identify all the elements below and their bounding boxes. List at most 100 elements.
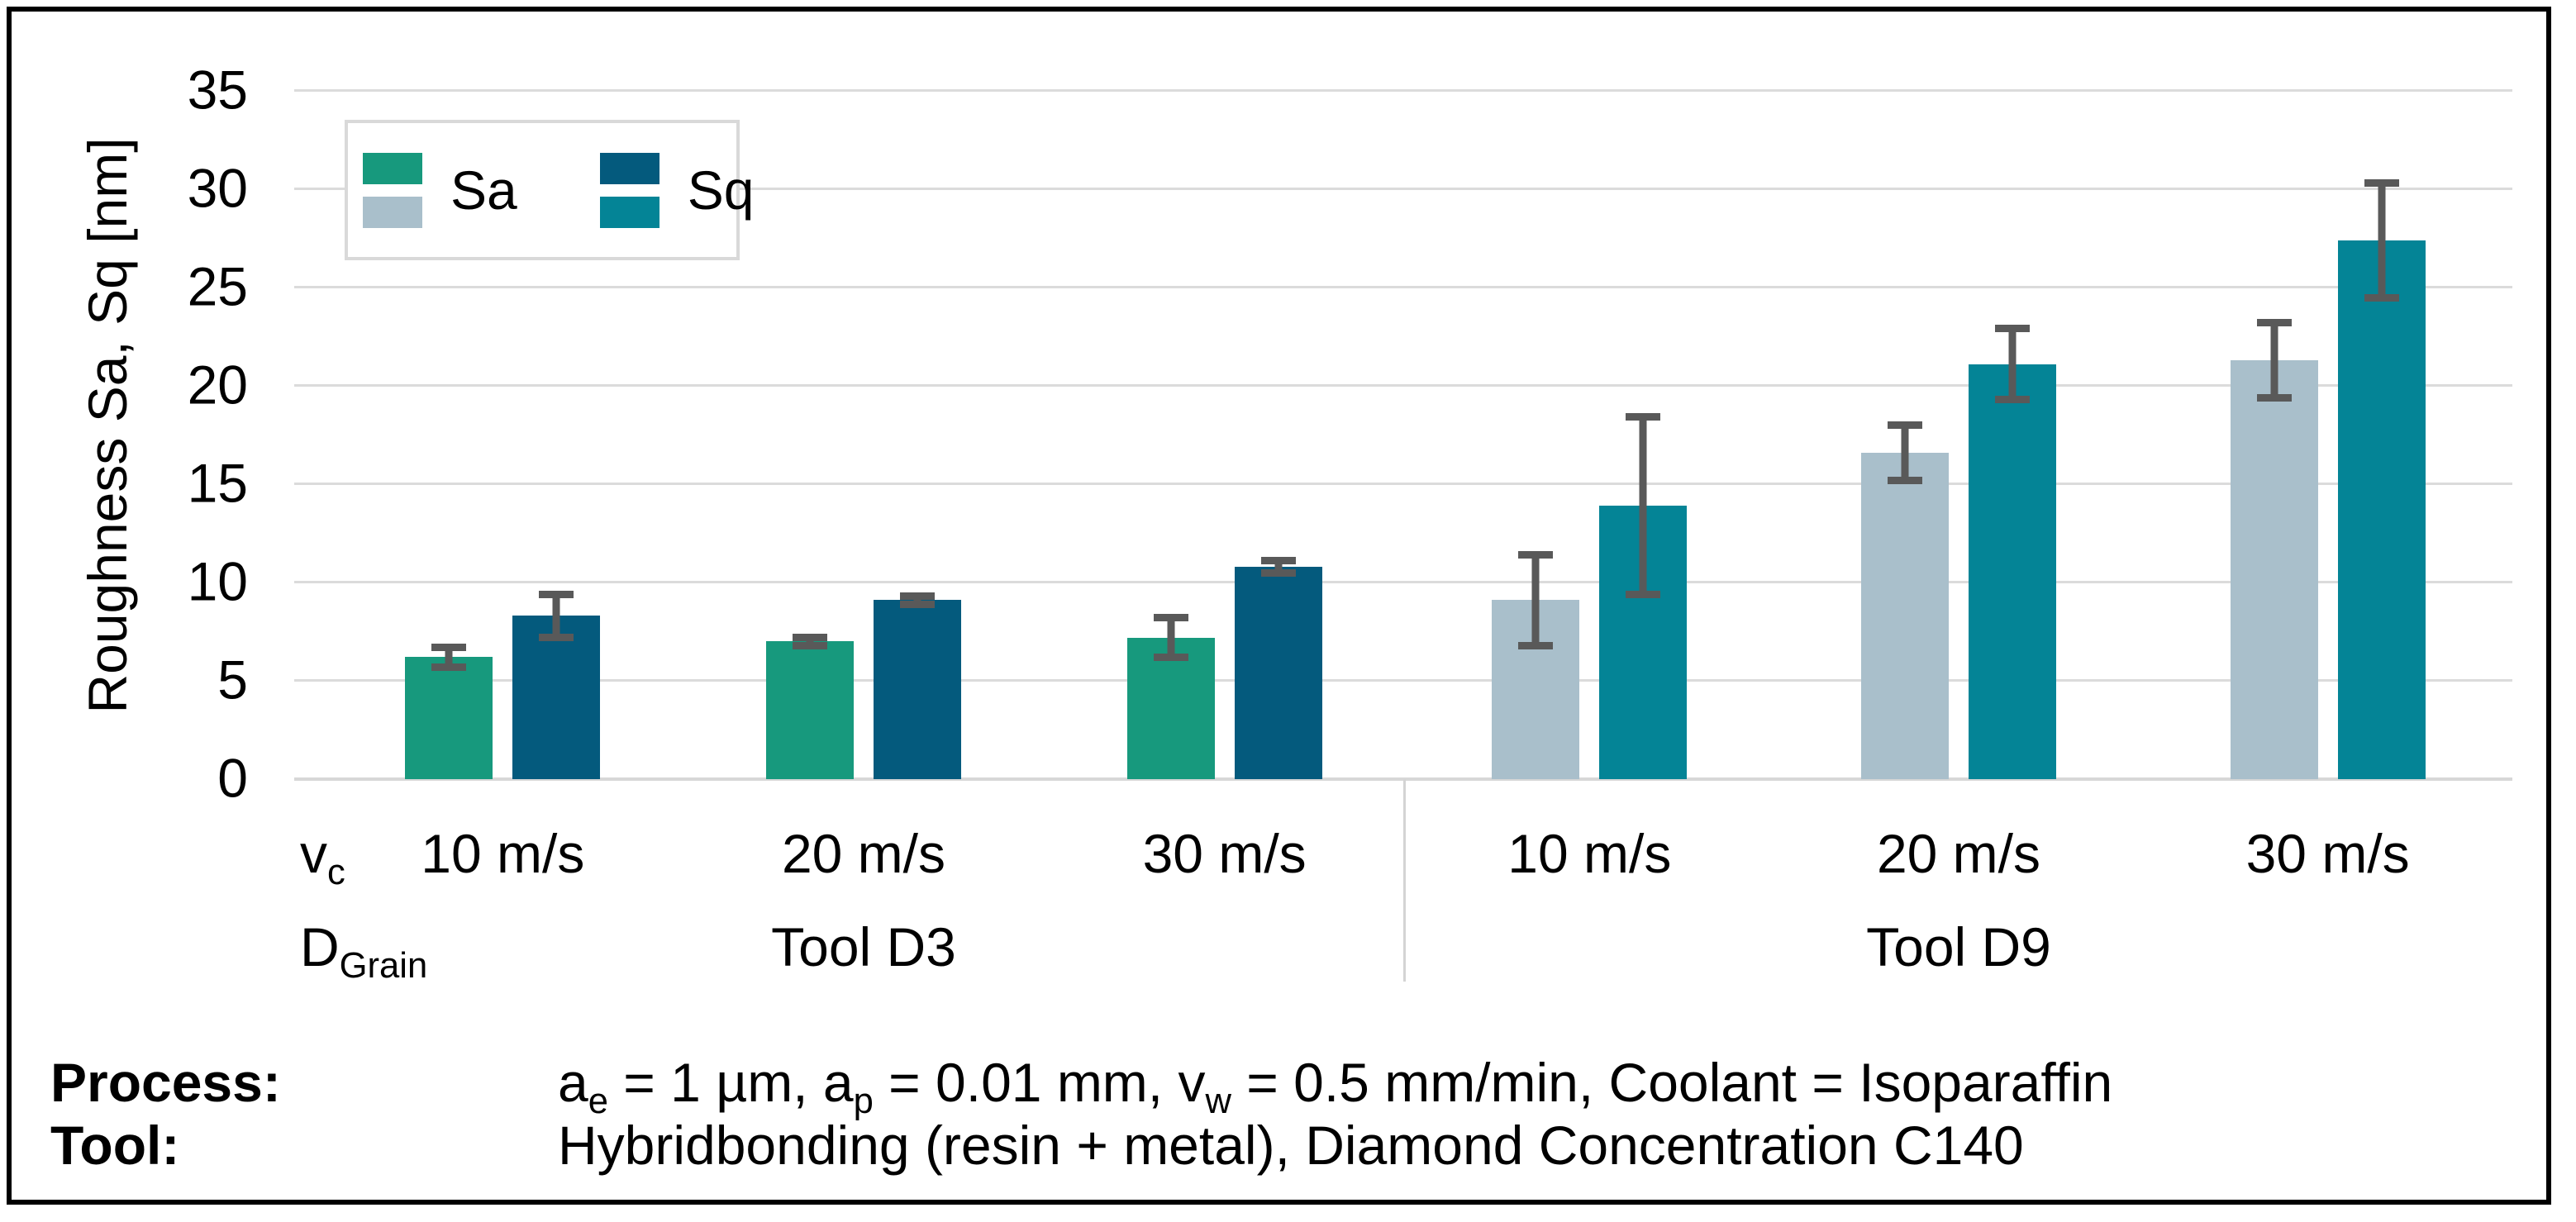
error-cap	[1518, 641, 1554, 649]
error-cap	[1260, 557, 1296, 565]
legend-swatch-sq-0	[599, 152, 659, 184]
gridline-35	[294, 89, 2512, 92]
y-tick-label-20: 20	[187, 354, 248, 416]
x-axis-variable-label: vc	[300, 822, 345, 891]
error-cap	[1994, 396, 2030, 404]
error-cap	[1887, 421, 1922, 429]
error-cap	[1887, 477, 1922, 484]
error-bar-tool-d9-10-m-s-sa	[1518, 550, 1554, 649]
error-bar-tool-d3-10-m-s-sa	[431, 643, 467, 672]
bar-group-tool-d9-10-m-s	[1492, 413, 1688, 779]
error-whisker	[1167, 614, 1175, 662]
error-whisker	[445, 643, 453, 672]
error-bar-tool-d9-30-m-s-sa	[2256, 319, 2292, 402]
gridline-15	[294, 483, 2512, 485]
error-cap	[2364, 179, 2399, 188]
annotation-text-process: ae = 1 µm, ap = 0.01 mm, vw = 0.5 mm/min…	[558, 1052, 2113, 1122]
bar-group-tool-d9-20-m-s	[1860, 325, 2056, 779]
section-divider-line	[1403, 779, 1406, 982]
annotation-text-tool: Hybridbonding (resin + metal), Diamond C…	[558, 1115, 2024, 1176]
gridline-5	[294, 679, 2512, 682]
error-whisker	[806, 633, 814, 649]
error-cap	[539, 634, 574, 642]
legend-swatches-sq	[599, 152, 659, 228]
x-category-labels-tool-d3: 10 m/s 20 m/s 30 m/s	[322, 822, 1405, 885]
annotation-subscript: e	[588, 1082, 608, 1122]
annotation-row-process: Process: ae = 1 µm, ap = 0.01 mm, vw = 0.…	[50, 1051, 2113, 1122]
x-category-label-tool-d9-10-m-s: 10 m/s	[1507, 823, 1672, 884]
y-tick-label-25: 25	[187, 255, 248, 317]
legend-label-sa: Sa	[450, 159, 517, 221]
error-whisker	[552, 590, 560, 642]
y-tick-label-10: 10	[187, 550, 248, 612]
x-category-label-tool-d9-30-m-s: 30 m/s	[2245, 823, 2410, 884]
error-whisker	[913, 592, 921, 608]
error-cap	[2364, 293, 2399, 302]
x-category-label-tool-d3-30-m-s: 30 m/s	[1142, 823, 1307, 884]
legend-swatches-sa	[363, 152, 422, 228]
legend-swatch-sa-0	[363, 152, 422, 184]
annotation-row-tool: Tool: Hybridbonding (resin + metal), Diam…	[50, 1114, 2024, 1177]
error-whisker	[1639, 413, 1647, 599]
x-axis-variable-sub: c	[327, 853, 345, 893]
error-cap	[1518, 550, 1554, 559]
bar-group-tool-d3-20-m-s	[765, 592, 961, 779]
error-cap	[1994, 325, 2030, 333]
error-whisker	[2378, 179, 2386, 302]
annotation-subscript: w	[1205, 1082, 1231, 1122]
bar-tool-d3-30-m-s-sa	[1126, 614, 1215, 779]
bar-tool-d3-20-m-s-sa	[765, 633, 854, 779]
error-cap	[1153, 654, 1188, 662]
gridline-30	[294, 188, 2512, 190]
error-bar-tool-d9-20-m-s-sa	[1887, 421, 1922, 484]
x-category-label-tool-d3-20-m-s: 20 m/s	[781, 823, 946, 884]
legend-entry-sq: Sq	[599, 152, 754, 228]
error-bar-tool-d3-30-m-s-sq	[1260, 557, 1296, 577]
tool-d3-section	[322, 91, 1405, 779]
tool-d9-section	[1405, 91, 2512, 779]
annotation-label-process: Process:	[50, 1052, 281, 1113]
error-cap	[431, 663, 467, 672]
error-cap	[792, 633, 827, 641]
y-tick-label-5: 5	[217, 649, 248, 711]
group-variable-base: D	[300, 916, 340, 977]
bar-tool-d3-10-m-s-sq	[512, 590, 601, 779]
y-tick-label-30: 30	[187, 157, 248, 219]
x-axis-variable-base: v	[300, 823, 327, 884]
error-cap	[1153, 614, 1188, 622]
error-cap	[431, 643, 467, 651]
bar-tool-d3-10-m-s-sa	[405, 643, 493, 779]
error-bar-tool-d3-20-m-s-sa	[792, 633, 827, 649]
bar-group-tool-d3-30-m-s	[1126, 557, 1322, 779]
error-bar-tool-d3-10-m-s-sq	[539, 590, 574, 642]
error-whisker	[2270, 319, 2278, 402]
legend-swatch-sq-1	[599, 196, 659, 228]
error-cap	[899, 592, 935, 600]
error-bar-tool-d9-10-m-s-sq	[1626, 413, 1661, 599]
x-category-label-tool-d3-10-m-s: 10 m/s	[421, 823, 585, 884]
error-whisker	[1531, 550, 1540, 649]
group-variable-sub: Grain	[339, 946, 428, 987]
annotation-label-tool: Tool:	[50, 1115, 180, 1176]
y-tick-label-35: 35	[187, 59, 248, 121]
error-cap	[899, 600, 935, 608]
gridline-25	[294, 286, 2512, 288]
y-tick-label-15: 15	[187, 452, 248, 514]
error-bar-tool-d3-20-m-s-sq	[899, 592, 935, 608]
x-category-labels-tool-d9: 10 m/s 20 m/s 30 m/s	[1405, 822, 2512, 885]
section-label-tool-d9: Tool D9	[1866, 916, 2051, 977]
gridline-10	[294, 581, 2512, 583]
x-category-labels-row: 10 m/s 20 m/s 30 m/s 10 m/s 20 m/s 30 m/s	[322, 822, 2512, 885]
plot-area	[294, 89, 2512, 781]
error-whisker	[2008, 325, 2017, 404]
error-bar-tool-d9-20-m-s-sq	[1994, 325, 2030, 404]
y-axis-ticks: 35 30 25 20 15 10 5 0	[0, 0, 248, 826]
x-category-label-tool-d9-20-m-s: 20 m/s	[1876, 823, 2041, 884]
error-cap	[792, 641, 827, 649]
bar-tool-d9-10-m-s-sq	[1599, 413, 1688, 779]
error-cap	[1260, 568, 1296, 577]
annotation-subscript: p	[853, 1082, 874, 1122]
bar-group-tool-d9-30-m-s	[2230, 179, 2426, 779]
error-bar-tool-d3-30-m-s-sa	[1153, 614, 1188, 662]
